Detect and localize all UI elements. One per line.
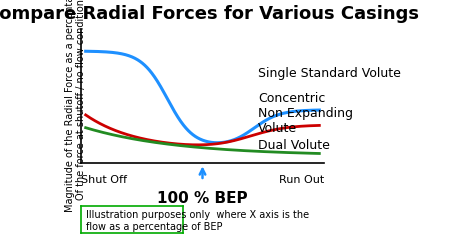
Text: Single Standard Volute: Single Standard Volute — [258, 67, 401, 79]
Title: Compare Radial Forces for Various Casings: Compare Radial Forces for Various Casing… — [0, 5, 419, 23]
Text: Run Out: Run Out — [279, 174, 324, 184]
Text: Shut Off: Shut Off — [81, 174, 127, 184]
Text: 100 % BEP: 100 % BEP — [157, 191, 248, 205]
Y-axis label: Magnitude of the Radial Force as a percentage
Of the force at shutoff / no flow : Magnitude of the Radial Force as a perce… — [65, 0, 86, 211]
Text: Concentric
Non Expanding
Volute: Concentric Non Expanding Volute — [258, 92, 353, 135]
Text: Dual Volute: Dual Volute — [258, 139, 330, 151]
